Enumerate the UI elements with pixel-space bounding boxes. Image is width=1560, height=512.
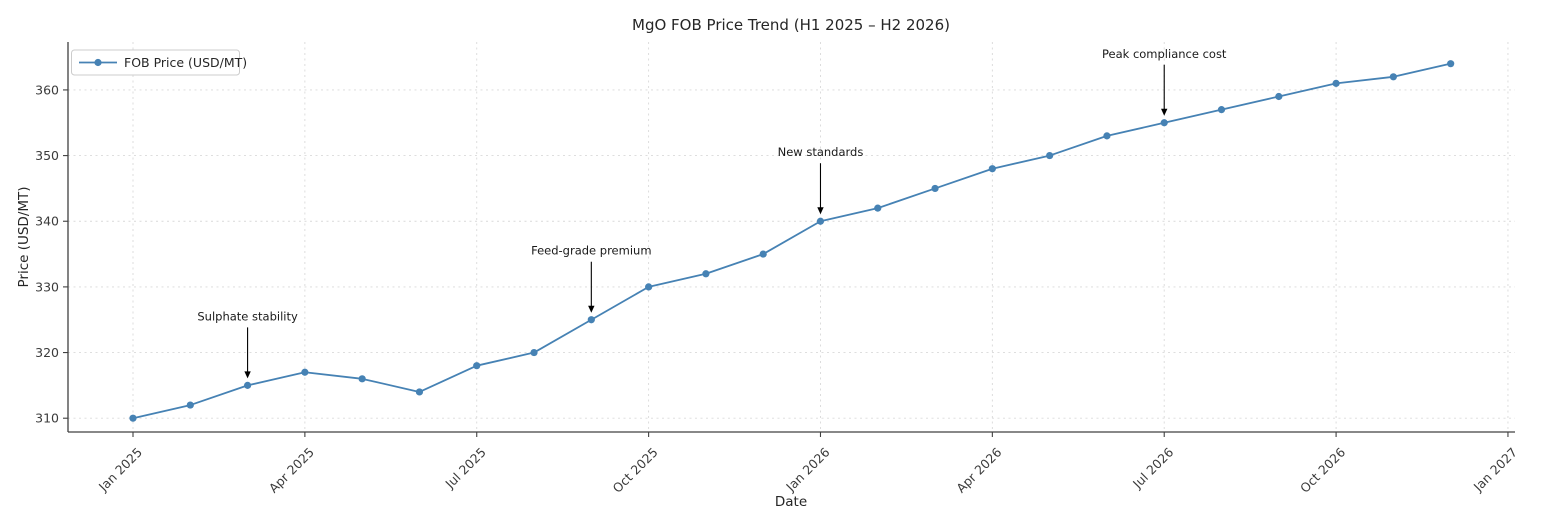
data-point-marker <box>129 414 137 422</box>
data-point-marker <box>186 401 194 409</box>
data-point-marker <box>1160 119 1168 127</box>
x-tick-label: Apr 2025 <box>266 445 317 496</box>
data-point-marker <box>816 217 825 225</box>
x-tick-label: Oct 2026 <box>1297 444 1348 495</box>
data-point-marker <box>1103 132 1111 140</box>
x-axis-label: Date <box>775 494 807 510</box>
annotations-layer: Sulphate stability Feed-grade premium New … <box>197 47 1227 379</box>
x-tick-label: Jan 2025 <box>95 445 145 495</box>
data-point-marker <box>931 184 939 193</box>
data-point-marker <box>874 204 882 212</box>
price-series-layer <box>129 60 1455 422</box>
grid-layer <box>68 42 1515 432</box>
data-point-marker <box>358 375 366 383</box>
chart-title: MgO FOB Price Trend (H1 2025 – H2 2026) <box>632 16 950 34</box>
x-tick-label: Jan 2026 <box>782 444 832 494</box>
annotation-label: Sulphate stability <box>197 309 298 323</box>
data-point-marker <box>759 250 767 258</box>
x-tick-label: Jul 2026 <box>1129 444 1176 491</box>
annotation-label: New standards <box>778 145 864 159</box>
data-point-marker <box>587 316 595 324</box>
annotation-arrowhead <box>1161 108 1168 116</box>
data-point-marker <box>1389 73 1397 81</box>
data-point-marker <box>1332 79 1340 87</box>
y-tick-label: 340 <box>35 214 59 229</box>
data-point-marker <box>645 283 653 291</box>
annotation-label: Feed-grade premium <box>531 244 651 258</box>
x-tick-label: Jan 2027 <box>1470 445 1520 495</box>
y-tick-label: 320 <box>35 345 59 360</box>
y-axis-label: Price (USD/MT) <box>16 186 32 287</box>
data-point-marker <box>1447 60 1455 68</box>
y-tick-label: 350 <box>35 148 59 163</box>
legend-marker-sample <box>94 58 102 67</box>
x-tick-label: Jul 2025 <box>442 445 489 492</box>
x-tick-label: Apr 2026 <box>953 444 1004 495</box>
y-tick-label: 360 <box>35 82 59 97</box>
data-point-marker <box>988 165 996 173</box>
legend-label: FOB Price (USD/MT) <box>124 55 247 70</box>
data-point-marker <box>1046 151 1054 160</box>
data-point-marker <box>473 362 481 370</box>
data-point-marker <box>1217 106 1226 114</box>
axis-layer: 310 320 330 340 350 360 Jan 2025 Apr 2025 Jul 20… <box>35 42 1520 496</box>
annotation-arrowhead <box>817 207 824 215</box>
y-tick-label: 330 <box>35 279 59 294</box>
data-point-marker <box>530 348 538 357</box>
y-tick-label: 310 <box>35 411 59 426</box>
data-point-marker <box>1275 92 1283 101</box>
annotation-arrowhead <box>244 371 251 379</box>
annotation-label: Peak compliance cost <box>1102 47 1227 61</box>
legend: FOB Price (USD/MT) <box>71 49 247 76</box>
price-line <box>132 62 1452 420</box>
data-point-marker <box>301 368 309 376</box>
data-point-marker <box>243 381 252 389</box>
x-tick-label: Oct 2025 <box>610 445 661 496</box>
legend-box <box>71 49 240 76</box>
data-point-marker <box>415 388 424 396</box>
data-point-marker <box>702 270 710 278</box>
annotation-arrowhead <box>588 305 595 313</box>
